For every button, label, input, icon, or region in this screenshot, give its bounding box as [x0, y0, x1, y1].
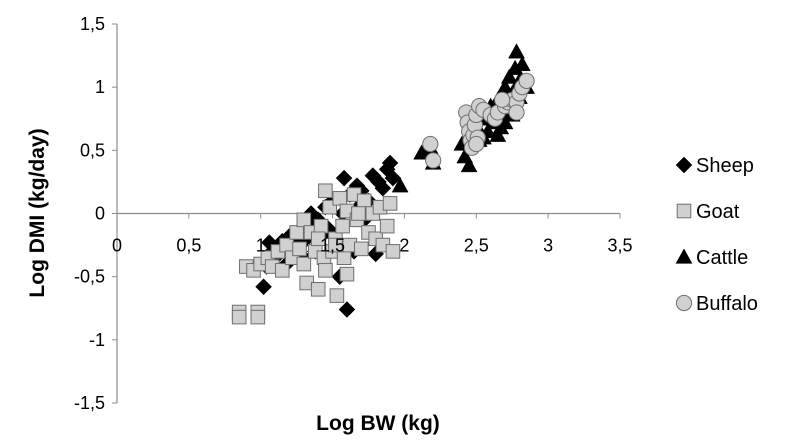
- goat-point: [354, 241, 369, 257]
- legend-marker-cattle: [675, 248, 693, 264]
- sheep-point: [338, 301, 356, 318]
- data-points: [231, 43, 536, 325]
- y-tick-label: -0,5: [74, 267, 105, 287]
- legend-label: Buffalo: [696, 293, 758, 315]
- goat-point: [279, 237, 294, 253]
- sheep-point: [255, 278, 272, 296]
- y-tick-label: -1: [89, 330, 105, 350]
- goat-point: [310, 231, 326, 247]
- goat-point: [231, 309, 247, 325]
- series-buffalo: [422, 72, 535, 169]
- goat-point: [313, 218, 329, 234]
- goat-point: [351, 206, 366, 221]
- sheep-point: [335, 169, 353, 187]
- cattle-point: [513, 55, 531, 72]
- x-tick-label: 3: [543, 236, 553, 256]
- cattle-point: [391, 177, 409, 193]
- legend-label: Cattle: [696, 247, 748, 269]
- goat-point: [328, 237, 343, 253]
- goat-point: [332, 191, 348, 206]
- legend-item-sheep: Sheep: [675, 155, 754, 177]
- series-goat: [231, 183, 401, 325]
- goat-point: [379, 218, 395, 234]
- y-tick-label: 1: [95, 77, 105, 97]
- y-tick-label: 1,5: [80, 14, 105, 34]
- y-tick-label: 0,5: [80, 140, 105, 160]
- y-tick-label: 0: [95, 204, 105, 224]
- legend-marker-sheep: [675, 156, 693, 174]
- sheep-point: [381, 154, 399, 172]
- x-axis-title: Log BW (kg): [316, 412, 440, 435]
- goat-point: [292, 241, 307, 257]
- goat-point: [335, 218, 350, 234]
- x-tick-label: 2: [399, 236, 409, 256]
- legend-marker-buffalo: [675, 294, 693, 312]
- cattle-point: [489, 126, 507, 142]
- x-tick-label: 2,5: [464, 236, 489, 256]
- goat-point: [296, 256, 312, 272]
- legend-item-goat: Goat: [676, 201, 740, 223]
- x-tick-label: 0: [112, 236, 122, 256]
- goat-point: [356, 193, 372, 209]
- goat-point: [318, 183, 333, 199]
- buffalo-point: [518, 72, 535, 89]
- x-tick-label: 0,5: [176, 236, 201, 256]
- legend-label: Sheep: [696, 155, 754, 177]
- goat-point: [250, 309, 266, 325]
- legend-label: Goat: [696, 201, 740, 223]
- y-tick-label: -1,5: [74, 393, 105, 413]
- sheep-point: [384, 169, 402, 187]
- y-axis-title: Log DMI (kg/day): [26, 128, 49, 297]
- x-tick-label: 1: [256, 236, 266, 256]
- x-tick-label: 3,5: [607, 236, 632, 256]
- legend: Sheep Goat Cattle Buffalo: [675, 155, 758, 315]
- legend-item-buffalo: Buffalo: [675, 293, 758, 315]
- goat-point: [339, 266, 355, 282]
- buffalo-point: [425, 152, 442, 169]
- cattle-point: [500, 68, 518, 84]
- cattle-point: [460, 156, 478, 173]
- goat-point: [296, 212, 312, 228]
- goat-point: [310, 282, 326, 297]
- x-tick-label: 1,5: [320, 236, 345, 256]
- buffalo-point: [468, 135, 485, 153]
- goat-point: [289, 225, 304, 240]
- buffalo-point: [494, 91, 511, 108]
- buffalo-point: [508, 104, 525, 121]
- goat-point: [318, 263, 333, 278]
- cattle-point: [508, 43, 525, 59]
- tick-labels: 0 0,5 1 1,5 2 2,5 3 3,5 1,5 1 0,5 0 -0,5 -1 -1,5: [74, 14, 633, 413]
- goat-point: [382, 196, 398, 211]
- goat-point: [329, 288, 345, 303]
- buffalo-point: [422, 135, 439, 153]
- goat-point: [385, 244, 401, 259]
- legend-item-cattle: Cattle: [675, 247, 748, 269]
- goat-point: [274, 263, 290, 278]
- legend-marker-goat: [676, 203, 692, 219]
